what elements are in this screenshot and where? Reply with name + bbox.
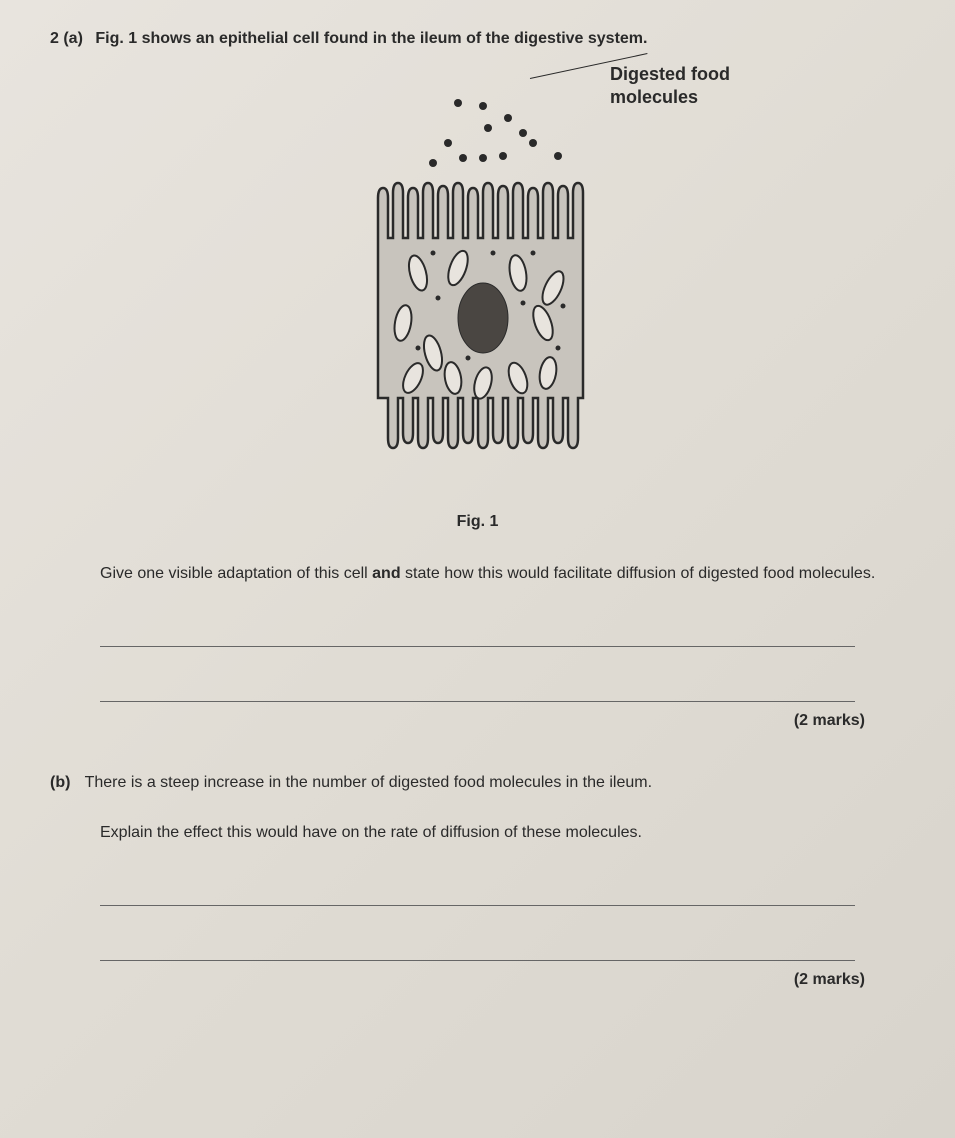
part-b-marks: (2 marks) bbox=[50, 971, 905, 989]
figure-label: Digested food molecules bbox=[610, 63, 730, 110]
part-b-section: (b) There is a steep increase in the num… bbox=[50, 770, 905, 989]
part-b-intro: (b) There is a steep increase in the num… bbox=[50, 770, 905, 796]
question-header: 2 (a) Fig. 1 shows an epithelial cell fo… bbox=[50, 30, 905, 48]
cell-diagram bbox=[318, 88, 638, 488]
figure-caption: Fig. 1 bbox=[50, 513, 905, 531]
part-a-question: Give one visible adaptation of this cell… bbox=[100, 561, 905, 587]
answer-line-4 bbox=[100, 921, 855, 961]
answer-line-2 bbox=[100, 662, 855, 702]
part-a-marks: (2 marks) bbox=[50, 712, 905, 730]
answer-line-3 bbox=[100, 866, 855, 906]
question-number: 2 (a) bbox=[50, 30, 83, 48]
answer-line-1 bbox=[100, 607, 855, 647]
part-b-question: Explain the effect this would have on th… bbox=[100, 820, 905, 846]
question-intro: Fig. 1 shows an epithelial cell found in… bbox=[95, 30, 647, 47]
figure-container: Digested food molecules bbox=[50, 68, 905, 531]
